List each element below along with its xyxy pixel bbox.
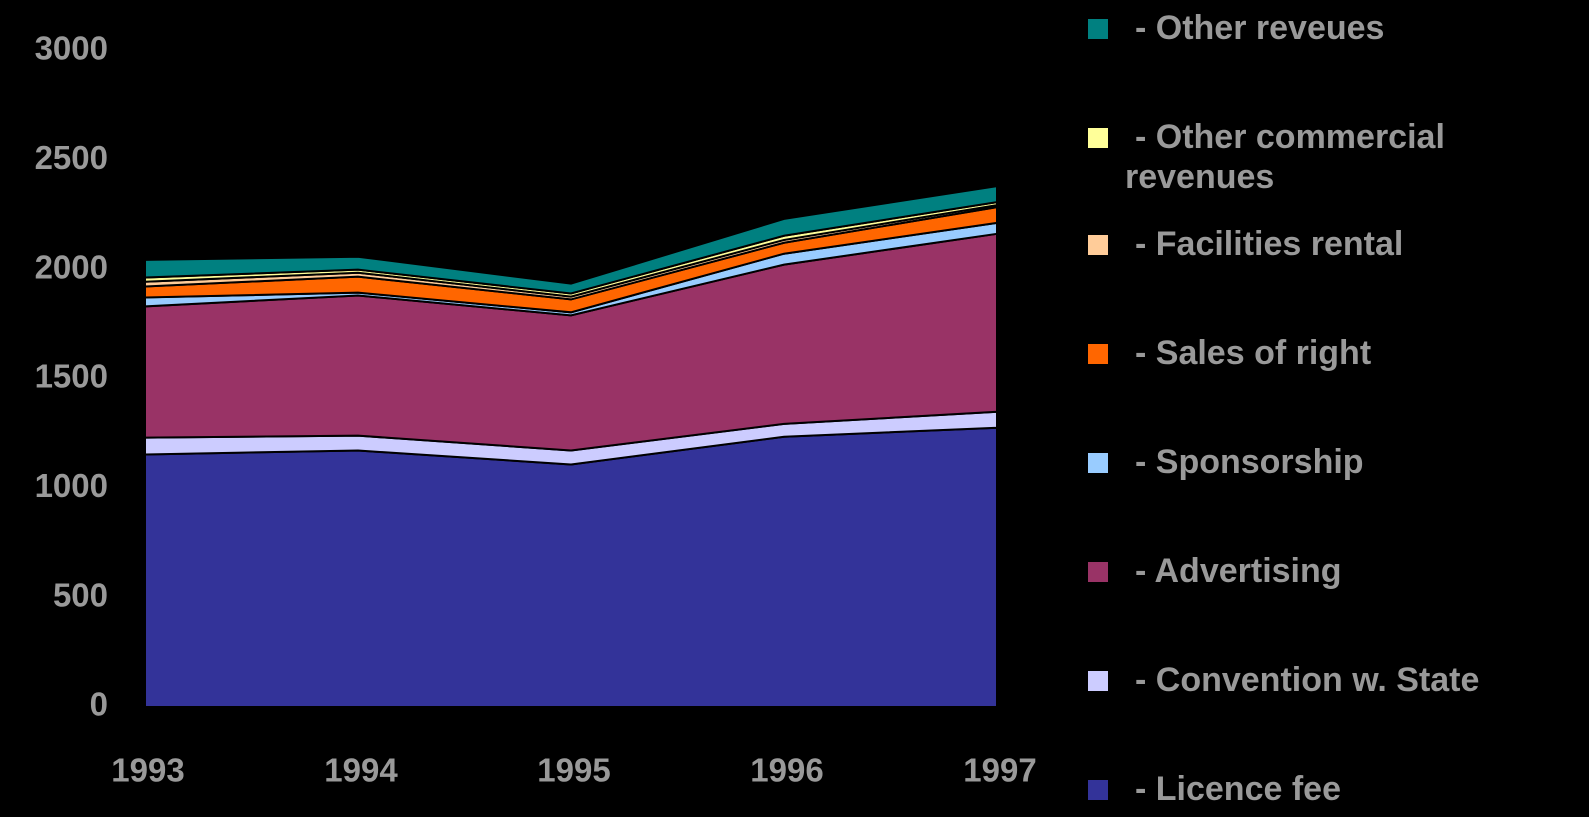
legend-item: - Other reveues — [1088, 8, 1578, 48]
legend-swatch — [1088, 780, 1108, 800]
legend-label: - Sales of right — [1135, 334, 1372, 372]
legend-item: - Facilities rental — [1088, 224, 1578, 264]
legend-item: - Convention w. State — [1088, 660, 1578, 700]
y-tick-label: 1000 — [35, 467, 108, 504]
legend-swatch — [1088, 128, 1108, 148]
legend-label: - Other reveues — [1135, 9, 1385, 47]
x-tick-label: 1995 — [537, 752, 610, 789]
legend-swatch — [1088, 344, 1108, 364]
legend-item: - Sponsorship — [1088, 442, 1578, 482]
y-tick-label: 2500 — [35, 139, 108, 176]
legend-item: - Sales of right — [1088, 333, 1578, 373]
legend-label: - Facilities rental — [1135, 225, 1404, 263]
y-tick-label: 3000 — [35, 30, 108, 67]
x-tick-label: 1997 — [963, 752, 1036, 789]
legend-item: - Licence fee — [1088, 769, 1578, 809]
legend-swatch — [1088, 19, 1108, 39]
legend-label: - Convention w. State — [1135, 661, 1480, 699]
y-tick-label: 0 — [90, 686, 108, 723]
area — [144, 426, 998, 708]
legend-item: - Advertising — [1088, 551, 1578, 591]
y-tick-label: 500 — [53, 576, 108, 613]
legend-label: - Other commercial revenues — [1125, 118, 1445, 196]
y-tick-label: 1500 — [35, 358, 108, 395]
area — [144, 184, 998, 295]
y-tick-label: 2000 — [35, 248, 108, 285]
x-tick-label: 1996 — [750, 752, 823, 789]
x-tick-label: 1994 — [324, 752, 398, 789]
x-tick-label: 1993 — [111, 752, 184, 789]
legend-swatch — [1088, 453, 1108, 473]
legend-label: - Licence fee — [1135, 770, 1341, 808]
legend-swatch — [1088, 562, 1108, 582]
legend-label: - Advertising — [1135, 552, 1342, 590]
legend-label: - Sponsorship — [1135, 443, 1364, 481]
legend-swatch — [1088, 671, 1108, 691]
legend-item: - Other commercial revenues — [1088, 117, 1578, 197]
legend-swatch — [1088, 235, 1108, 255]
